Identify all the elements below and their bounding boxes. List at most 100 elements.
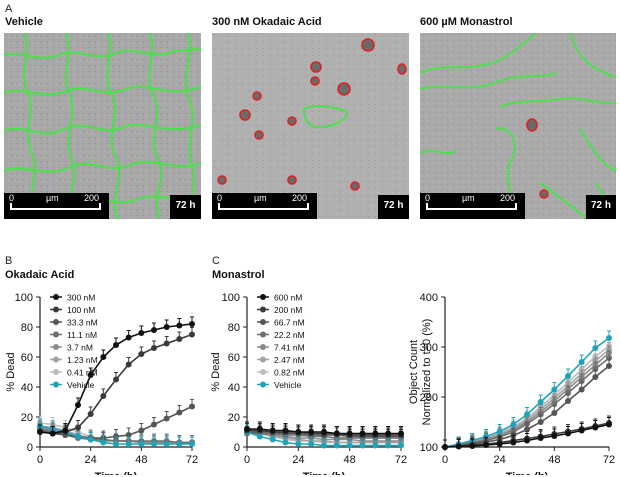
y-tick-label: 40 [228, 382, 240, 394]
data-point [565, 398, 571, 404]
data-point [125, 361, 132, 368]
data-point [333, 430, 340, 437]
y-tick-label: 20 [228, 412, 240, 424]
data-point [346, 442, 353, 449]
data-point [551, 433, 558, 439]
data-point [372, 442, 379, 449]
data-point [244, 426, 250, 432]
data-point [176, 409, 183, 416]
data-point [565, 430, 571, 437]
data-point [189, 331, 195, 338]
x-tick-label: 24 [494, 454, 506, 466]
legend-swatch [53, 344, 59, 350]
data-point [592, 424, 599, 431]
data-point [87, 411, 94, 417]
data-point [398, 430, 404, 437]
data-point [606, 335, 612, 341]
scale-bar-okadaic: 0 µm 200 [212, 193, 317, 219]
data-point [113, 342, 119, 348]
data-point [442, 444, 448, 450]
legend-label: 200 nM [274, 305, 302, 315]
data-point [469, 443, 476, 449]
micrograph-okadaic [212, 33, 409, 219]
legend-swatch [260, 356, 266, 363]
data-point [163, 340, 170, 347]
legend-swatch [260, 381, 266, 388]
data-point [62, 427, 69, 434]
data-point [87, 436, 94, 443]
data-point [592, 374, 599, 380]
legend-swatch [53, 319, 59, 325]
legend-label: 3.7 nM [67, 343, 93, 353]
micro-title-monastrol: 600 µM Monastrol [420, 16, 513, 28]
data-point [151, 327, 157, 333]
data-point [592, 345, 599, 351]
x-tick-label: 48 [135, 454, 147, 466]
data-point [565, 373, 571, 379]
legend-swatch [53, 294, 59, 300]
data-point [49, 430, 56, 437]
data-point [189, 321, 195, 327]
data-point [537, 419, 544, 425]
legend-label: 0.41 nM [67, 368, 98, 378]
data-point [256, 433, 263, 440]
y-tick-label: 0 [234, 442, 240, 454]
data-point [151, 345, 157, 351]
data-point [385, 442, 392, 449]
legend-swatch [53, 369, 59, 375]
legend-label: 1.23 nM [67, 355, 98, 365]
data-point [346, 430, 353, 437]
data-point [125, 441, 132, 447]
legend-label: 600 nM [274, 293, 302, 303]
data-point [551, 410, 558, 416]
data-point [385, 430, 392, 437]
series-100-nm [37, 327, 195, 437]
scale-unit: µm [462, 193, 475, 203]
legend-label: 300 nM [67, 293, 95, 303]
x-axis-label: Time (h) [506, 471, 549, 475]
scale-end: 200 [84, 193, 100, 203]
cell-mask-okadaic [212, 33, 409, 219]
data-point [496, 428, 503, 435]
series-600-nm [442, 417, 612, 450]
x-tick-label: 0 [37, 454, 43, 466]
micrograph-monastrol [420, 33, 616, 219]
legend-swatch [260, 294, 266, 300]
y-axis-label-2: Normalized to t=0 (%) [421, 319, 433, 426]
data-point [138, 427, 145, 434]
legend-swatch [53, 331, 59, 338]
data-point [359, 442, 366, 449]
data-point [551, 386, 558, 393]
data-point [282, 427, 289, 434]
data-point [524, 411, 530, 418]
y-axis-label: % Dead [5, 352, 17, 391]
legend-swatch [53, 356, 59, 363]
x-tick-label: 72 [186, 454, 198, 466]
data-point [483, 442, 489, 448]
panel-b-title: Okadaic Acid [5, 269, 75, 281]
legend-label: Vehicle [67, 380, 95, 390]
data-point [151, 421, 157, 428]
series-33-3-nm [37, 399, 195, 441]
data-point [138, 330, 145, 336]
y-tick-label: 80 [21, 322, 33, 334]
data-point [537, 435, 544, 441]
legend-swatch [53, 306, 59, 313]
data-point [163, 415, 170, 422]
data-point [189, 403, 195, 410]
timepoint-badge-okadaic: 72 h [378, 195, 409, 219]
data-point [578, 427, 585, 434]
micrograph-vehicle [4, 33, 201, 219]
x-tick-label: 24 [292, 454, 304, 466]
panel-a-letter: A [5, 3, 13, 15]
scale-start: 0 [9, 193, 15, 203]
data-point [189, 441, 195, 447]
data-point [333, 442, 340, 449]
data-point [537, 399, 544, 405]
data-point [163, 441, 170, 447]
legend-label: Vehicle [274, 380, 302, 390]
data-point [269, 427, 276, 434]
scale-end: 200 [500, 193, 516, 203]
y-tick-label: 0 [27, 442, 33, 454]
data-point [372, 430, 379, 437]
